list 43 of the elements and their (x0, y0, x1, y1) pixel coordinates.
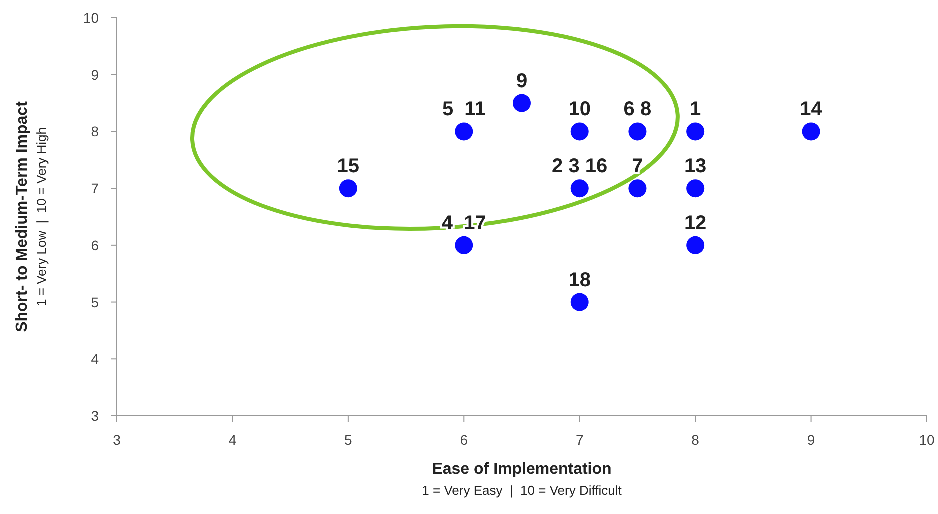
point (455, 236, 474, 254)
annotation: 2 3 16 (552, 156, 608, 178)
annotation: 14 (800, 98, 824, 121)
annotation: 1 (690, 98, 702, 121)
annotation: 9 (516, 70, 528, 92)
point (570, 293, 589, 312)
y-tick-label: 6 (91, 237, 100, 254)
x-tick-label: 5 (344, 432, 353, 448)
x-tick-label: 8 (692, 432, 700, 448)
x-axis-title: Ease of Implementation 1 = Very Easy | 10 = Very Difficult (422, 461, 622, 498)
y-axis-title: Short- to Medium-Term Impact 1 = Very Low | 10 = Very High (14, 100, 49, 332)
y-tick-label: 5 (91, 294, 100, 310)
y-tick-label: 9 (91, 66, 100, 83)
y-tick-label: 7 (91, 180, 100, 197)
annotation: 15 (337, 156, 360, 178)
x-tick-label: 10 (919, 432, 935, 448)
point (513, 94, 531, 112)
annotation: 6 8 (624, 98, 652, 121)
y-tick-label: 4 (91, 351, 100, 368)
annotation: 18 (568, 269, 591, 292)
point (686, 236, 705, 254)
point (686, 122, 705, 141)
x-tick-label: 6 (460, 432, 468, 448)
annotation: 12 (684, 212, 707, 234)
point (802, 122, 820, 141)
x-tick-label: 3 (113, 432, 122, 448)
x-tick-label: 4 (228, 432, 237, 448)
point (686, 180, 705, 198)
annotation: 7 (632, 156, 644, 178)
y-tick-label: 3 (91, 408, 100, 424)
point (628, 122, 647, 141)
y-tick-label: 8 (91, 124, 100, 140)
point (628, 180, 647, 198)
point (455, 122, 474, 141)
point (570, 180, 589, 198)
x-tick-label: 7 (576, 432, 584, 448)
x-tick-label: 9 (807, 432, 816, 448)
annotation: 10 (568, 98, 591, 121)
point (339, 180, 358, 198)
annotation: 13 (684, 156, 707, 178)
y-tick-label: 10 (83, 10, 100, 26)
point (570, 122, 589, 141)
annotation: 5 11 (442, 98, 486, 121)
